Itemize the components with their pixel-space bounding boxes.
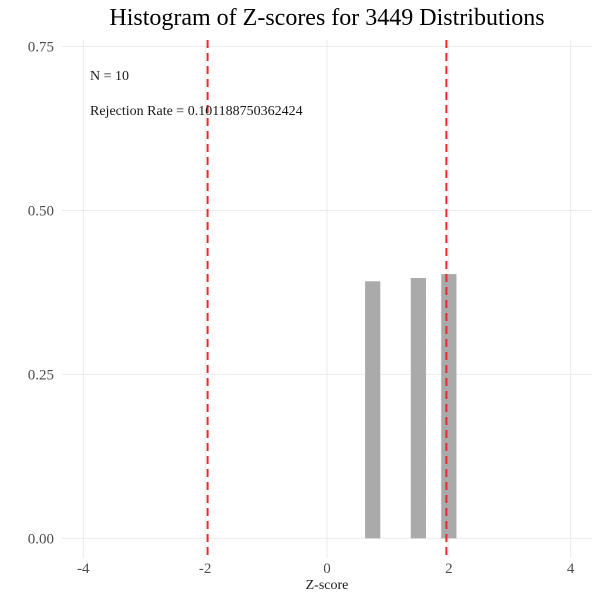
annotation-n: N = 10 — [90, 69, 129, 84]
histogram-bar — [365, 281, 381, 539]
x-axis-title: Z-score — [306, 578, 349, 593]
histogram-bar — [410, 278, 426, 539]
y-tick-label: 0.50 — [28, 203, 54, 219]
y-tick-label: 0.00 — [28, 531, 54, 547]
histogram-bar — [441, 274, 457, 539]
annotation-rejection-rate: Rejection Rate = 0.101188750362424 — [90, 104, 303, 119]
y-tick-label: 0.75 — [28, 40, 54, 56]
x-tick-label: 0 — [323, 561, 331, 577]
bars — [365, 274, 457, 539]
x-tick-label: -4 — [77, 561, 90, 577]
reference-lines — [206, 40, 448, 558]
y-tick-labels: 0.00 0.25 0.50 0.75 — [28, 40, 54, 548]
x-tick-label: 4 — [567, 561, 575, 577]
grid-lines — [62, 40, 592, 558]
chart-title: Histogram of Z-scores for 3449 Distribut… — [109, 5, 544, 31]
y-tick-label: 0.25 — [28, 367, 54, 383]
x-tick-label: 2 — [445, 561, 453, 577]
x-tick-label: -2 — [199, 561, 212, 577]
x-tick-labels: -4 -2 0 2 4 — [77, 561, 575, 577]
annotations: N = 10 Rejection Rate = 0.10118875036242… — [90, 69, 303, 119]
